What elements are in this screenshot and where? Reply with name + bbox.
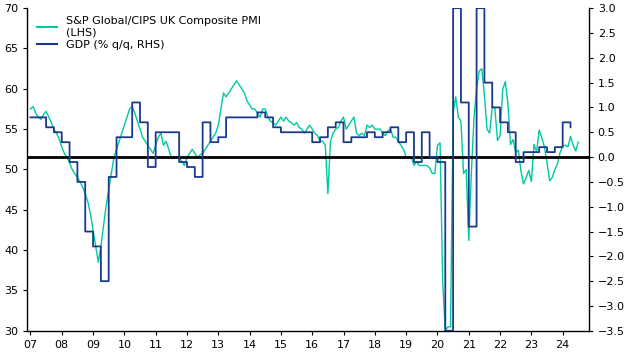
Legend: S&P Global/CIPS UK Composite PMI
(LHS), GDP (% q/q, RHS): S&P Global/CIPS UK Composite PMI (LHS), … bbox=[33, 11, 265, 54]
